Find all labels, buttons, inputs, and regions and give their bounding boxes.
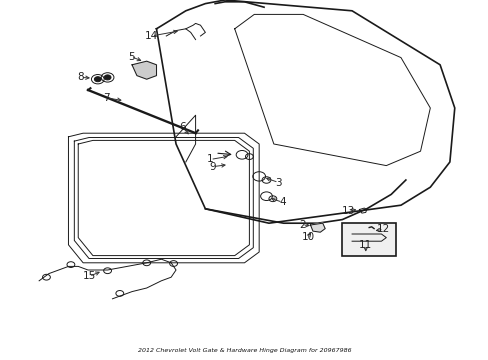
Text: 13: 13 [341,206,354,216]
Polygon shape [132,61,156,79]
Text: 3: 3 [275,177,282,188]
Text: 9: 9 [209,162,216,172]
Text: 14: 14 [144,31,158,41]
Text: 1: 1 [206,154,213,165]
Text: 7: 7 [103,93,110,103]
Text: 6: 6 [179,122,185,132]
Text: 4: 4 [279,197,285,207]
Text: 2012 Chevrolet Volt Gate & Hardware Hinge Diagram for 20967986: 2012 Chevrolet Volt Gate & Hardware Hing… [138,348,350,353]
Text: 8: 8 [77,72,84,82]
Text: 2: 2 [298,220,305,230]
Circle shape [104,75,111,80]
Text: 12: 12 [376,224,390,234]
Text: 15: 15 [82,271,96,282]
Bar [342,223,395,256]
Text: 5: 5 [127,51,134,62]
Circle shape [94,77,101,82]
Text: 10: 10 [301,232,314,242]
Text: 11: 11 [358,240,372,250]
Polygon shape [310,223,325,232]
